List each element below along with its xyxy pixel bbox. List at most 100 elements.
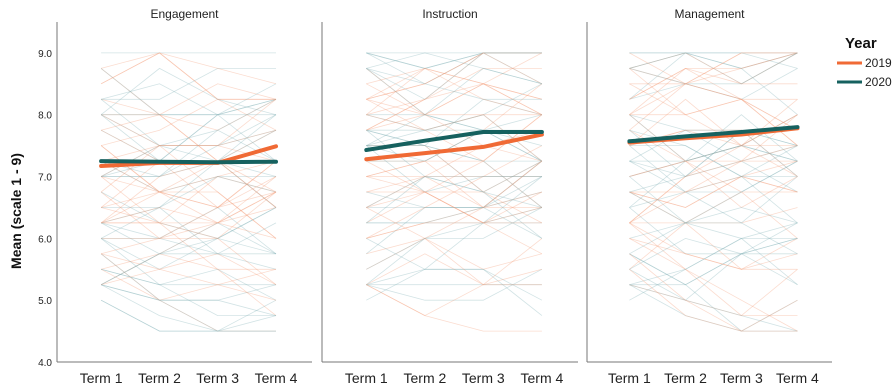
individual-line	[100, 253, 277, 286]
individual-line	[366, 268, 543, 301]
individual-line	[366, 207, 543, 224]
individual-line	[366, 160, 543, 209]
individual-line	[100, 207, 277, 239]
individual-line	[629, 237, 798, 301]
individual-line	[366, 98, 543, 162]
individual-line	[629, 145, 798, 224]
individual-line	[366, 52, 542, 131]
individual-line	[366, 52, 542, 100]
x-tick-label: Term 2	[138, 370, 181, 386]
individual-line	[100, 176, 277, 239]
individual-line	[629, 145, 798, 177]
background-individual-lines	[100, 52, 798, 332]
individual-line	[629, 52, 798, 69]
individual-line	[629, 222, 798, 255]
individual-line	[629, 83, 798, 146]
individual-line	[366, 114, 543, 162]
individual-line	[629, 114, 798, 224]
individual-line	[366, 129, 543, 162]
individual-line	[366, 114, 543, 177]
individual-line	[366, 207, 542, 255]
individual-line	[629, 67, 798, 131]
individual-line	[366, 160, 542, 224]
individual-line	[629, 52, 798, 85]
individual-line	[100, 253, 276, 332]
individual-line	[629, 129, 798, 177]
individual-line	[629, 253, 798, 332]
individual-line	[629, 207, 798, 255]
individual-line	[629, 160, 798, 208]
individual-line	[629, 98, 798, 147]
individual-line	[366, 129, 543, 162]
individual-line	[100, 98, 277, 162]
individual-line	[629, 145, 798, 224]
individual-line	[366, 52, 543, 100]
individual-line	[366, 67, 543, 116]
individual-line	[629, 176, 798, 193]
individual-line	[629, 191, 798, 224]
individual-line	[366, 222, 543, 255]
individual-line	[100, 145, 277, 224]
individual-line	[100, 284, 276, 332]
individual-line	[366, 67, 543, 146]
individual-line	[629, 129, 798, 177]
individual-line	[629, 52, 798, 85]
individual-line	[100, 207, 277, 286]
individual-line	[100, 176, 277, 224]
individual-line	[100, 145, 277, 208]
individual-line	[629, 98, 798, 116]
individual-line	[629, 284, 798, 332]
individual-line	[629, 83, 798, 146]
individual-line	[366, 176, 543, 255]
x-tick-label: Term 3	[196, 370, 239, 386]
individual-line	[366, 83, 543, 162]
individual-line	[629, 237, 798, 270]
legend-title: Year	[845, 35, 877, 52]
individual-line	[100, 268, 277, 301]
individual-line	[366, 145, 542, 193]
individual-line	[629, 222, 798, 317]
individual-line	[366, 160, 543, 224]
individual-line	[366, 67, 543, 100]
individual-line	[629, 237, 798, 286]
individual-line	[629, 129, 798, 177]
individual-line	[366, 268, 543, 301]
y-tick-label: 7.0	[38, 173, 52, 184]
individual-line	[366, 52, 542, 100]
y-axis-label: Mean (scale 1 - 9)	[8, 153, 24, 269]
individual-line	[100, 299, 276, 332]
individual-line	[629, 191, 798, 224]
individual-line	[629, 145, 798, 224]
y-tick-label: 9.0	[38, 49, 52, 60]
individual-line	[100, 114, 277, 162]
individual-line	[629, 268, 798, 332]
individual-line	[366, 176, 542, 208]
individual-line	[366, 52, 542, 85]
individual-line	[366, 284, 542, 332]
individual-line	[629, 238, 798, 332]
individual-line	[100, 160, 277, 224]
individual-line	[366, 176, 543, 208]
individual-line	[366, 52, 543, 85]
individual-line	[366, 129, 542, 177]
individual-line	[366, 176, 543, 270]
individual-line	[366, 114, 543, 162]
series-line-2020	[99, 159, 278, 165]
individual-line	[366, 68, 543, 116]
x-tick-label: Term 2	[404, 370, 447, 386]
individual-line	[366, 253, 542, 286]
x-tick-label: Term 1	[345, 370, 388, 386]
y-tick-label: 8.0	[38, 111, 52, 122]
individual-line	[629, 52, 798, 116]
y-tick-label: 6.0	[38, 234, 52, 245]
individual-line	[629, 191, 798, 239]
individual-line	[366, 52, 542, 69]
individual-line	[100, 160, 277, 208]
individual-line	[629, 52, 798, 100]
individual-line	[101, 83, 277, 116]
individual-line	[101, 129, 277, 208]
panel-title: Engagement	[150, 7, 219, 21]
individual-line	[366, 237, 543, 270]
individual-line	[366, 238, 543, 317]
individual-line	[366, 222, 542, 270]
